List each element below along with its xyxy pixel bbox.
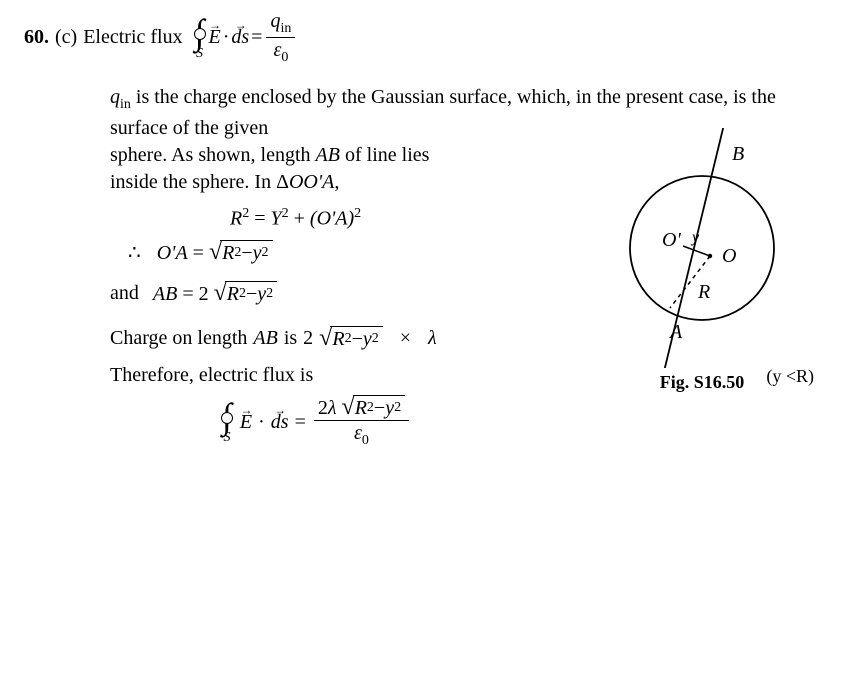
flux-equation: ∫ S →E · →ds = qin ε0: [193, 10, 298, 66]
question-header: 60. (c) Electric flux ∫ S →E · →ds = qin…: [24, 10, 822, 66]
final-flux-equation: ∫ S →E · →ds = 2λ √ R2 − y2 ε0: [220, 395, 822, 448]
closed-integral: ∫ S: [195, 14, 205, 62]
figure: B A O O' y R (y <R) Fig. S16.50: [572, 128, 832, 393]
vector-ds: →ds: [231, 26, 249, 49]
label-y: y: [690, 229, 700, 246]
qin-over-eps0: qin ε0: [266, 10, 295, 66]
flux-label: Electric flux: [83, 26, 182, 49]
figure-note: (y <R): [766, 366, 814, 387]
label-O: O: [722, 245, 736, 267]
figure-svg: B A O O' y R: [572, 128, 832, 368]
question-number: 60.: [24, 26, 49, 49]
question-part: (c): [55, 26, 77, 49]
label-Oprime: O': [662, 229, 681, 251]
label-B: B: [732, 143, 744, 165]
closed-integral-2: ∫ S: [222, 398, 232, 446]
label-A: A: [668, 321, 683, 343]
label-R: R: [697, 281, 710, 303]
vector-E: →E: [208, 26, 220, 49]
